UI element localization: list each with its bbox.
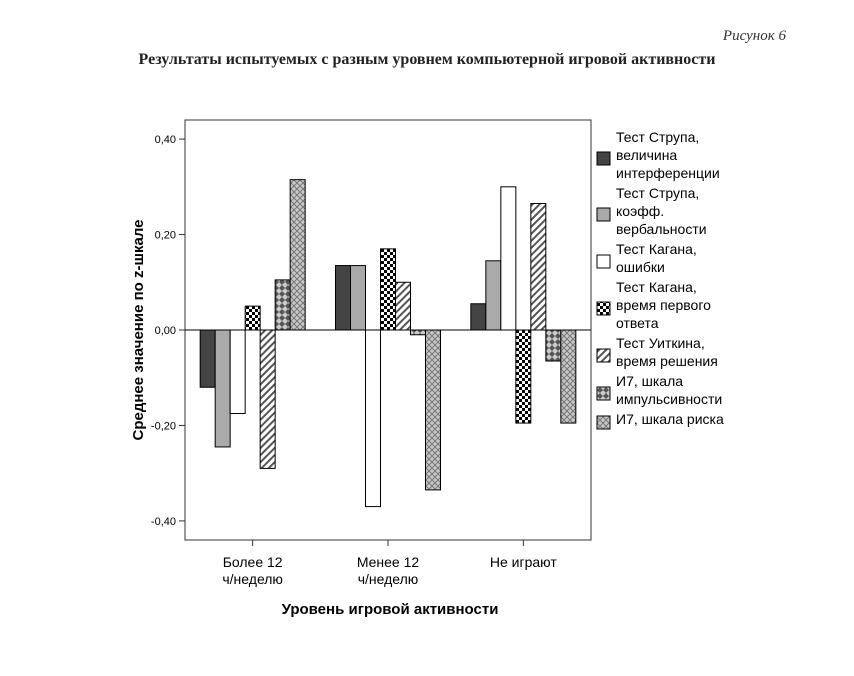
legend-label-3: Тест Кагана,	[616, 241, 697, 257]
legend-label-2: вербальности	[616, 221, 707, 237]
x-axis-label: Уровень игровой активности	[282, 601, 499, 618]
bar-6-group-1	[274, 279, 291, 331]
legend-label-5: время решения	[616, 353, 718, 369]
bar-7-group-3	[560, 329, 577, 424]
bar-5-group-3	[530, 203, 547, 331]
legend-swatch-4	[596, 301, 611, 316]
figure-number: Рисунок 6	[722, 28, 786, 44]
bar-4-group-1	[244, 305, 261, 331]
legend-label-4: время первого	[616, 297, 711, 313]
y-tick-label: -0,20	[151, 420, 176, 432]
x-tick-label: Менее 12	[357, 554, 420, 570]
y-tick-label: 0,00	[155, 325, 176, 337]
bar-7-group-1	[289, 179, 306, 331]
legend-label-5: Тест Уиткина,	[616, 335, 705, 351]
bar-2-group-3	[485, 260, 502, 331]
legend-swatch-2	[596, 207, 611, 222]
bar-5-group-1	[259, 329, 276, 469]
y-tick-label: 0,40	[155, 134, 176, 146]
x-tick-label: Более 12	[223, 554, 283, 570]
legend-label-6: импульсивности	[616, 391, 722, 407]
x-tick-label: ч/неделю	[358, 571, 419, 587]
bar-6-group-3	[545, 329, 562, 362]
x-tick-label: ч/неделю	[222, 571, 283, 587]
legend-label-4: Тест Кагана,	[616, 279, 697, 295]
bar-3-group-3	[500, 186, 517, 331]
bar-2-group-1	[214, 329, 231, 448]
bar-4-group-2	[380, 248, 396, 331]
y-tick-label: 0,20	[155, 230, 176, 242]
bar-2-group-2	[350, 265, 366, 331]
bar-5-group-2	[395, 281, 411, 331]
figure-title: Результаты испытуемых с разным уровнем к…	[138, 51, 716, 68]
bar-7-group-2	[425, 329, 441, 491]
legend: Тест Струпа, величина интерференции Тест Ст…	[596, 129, 724, 430]
y-axis: 0,40 0,20 0,00 -0,20 -0,40	[151, 134, 185, 528]
legend-label-6: И7, шкала	[616, 373, 683, 389]
legend-label-3: ошибки	[616, 259, 665, 275]
y-tick-label: -0,40	[151, 516, 176, 528]
bars	[199, 179, 577, 508]
legend-label-1: Тест Струпа,	[616, 129, 699, 145]
legend-swatch-5	[596, 348, 611, 363]
bar-4-group-3	[515, 329, 532, 424]
legend-label-7: И7, шкала риска	[616, 411, 724, 427]
legend-label-1: интерференции	[616, 165, 720, 181]
bar-3-group-2	[365, 329, 381, 508]
legend-swatch-6	[596, 386, 611, 401]
x-tick-label: Не играют	[490, 554, 557, 570]
bar-6-group-2	[410, 329, 426, 336]
y-axis-label: Среднее значение по z-шкале	[130, 219, 147, 440]
legend-swatch-7	[596, 415, 611, 430]
bar-1-group-3	[470, 303, 487, 331]
legend-label-2: Тест Струпа,	[616, 185, 699, 201]
legend-label-2: коэфф.	[616, 203, 664, 219]
legend-label-4: ответа	[616, 315, 659, 331]
legend-swatch-3	[596, 254, 611, 269]
bar-3-group-1	[229, 329, 246, 415]
legend-label-1: величина	[616, 147, 677, 163]
legend-swatch-1	[596, 151, 611, 166]
bar-1-group-2	[335, 265, 351, 331]
bar-1-group-1	[199, 329, 216, 388]
